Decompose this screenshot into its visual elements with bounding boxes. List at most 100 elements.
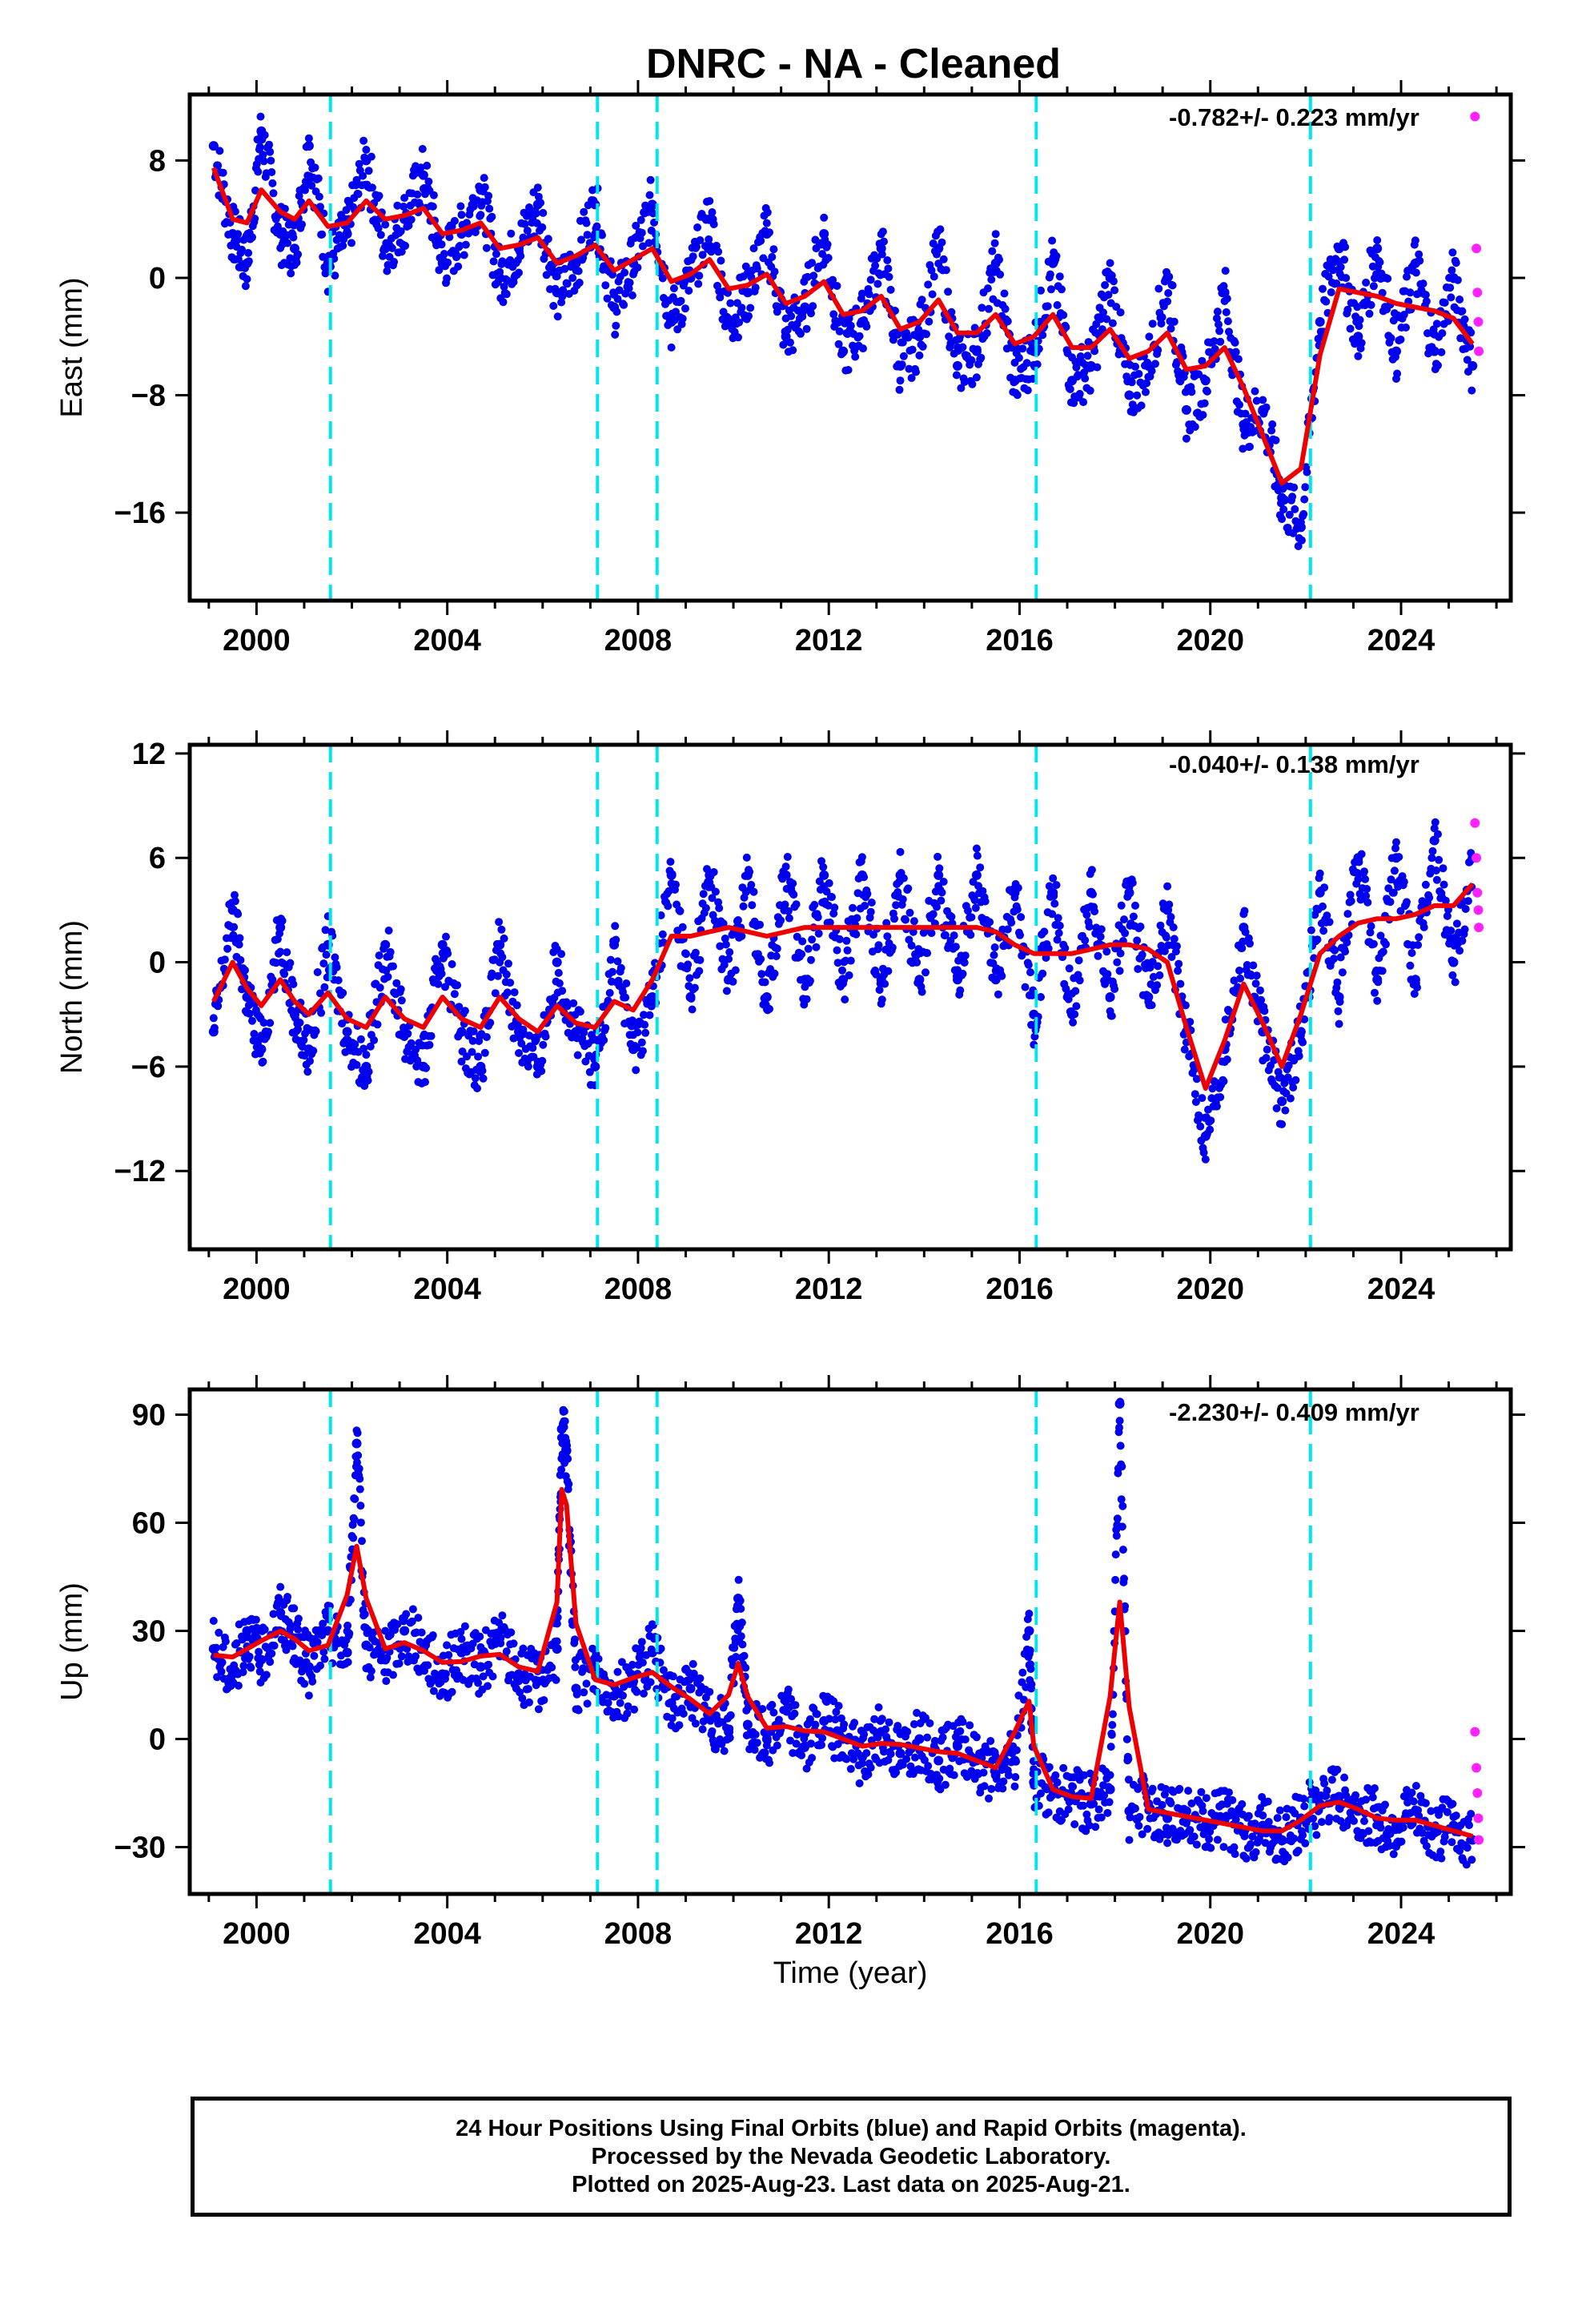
north-final-point — [609, 939, 620, 950]
up-final-point — [1258, 1820, 1268, 1831]
north-final-point — [1410, 975, 1420, 985]
up-rate-label: -2.230+/- 0.409 mm/yr — [1169, 1398, 1419, 1426]
north-final-point — [1277, 1096, 1287, 1107]
north-final-point — [914, 975, 925, 985]
up-x-tick-label: 2000 — [223, 1917, 291, 1951]
up-final-point — [781, 1705, 791, 1715]
up-final-point — [1391, 1820, 1401, 1831]
east-final-point — [647, 199, 657, 210]
up-final-point — [303, 1662, 314, 1672]
up-final-point — [761, 1734, 772, 1744]
north-final-point — [971, 870, 982, 880]
east-final-point — [724, 316, 734, 327]
east-final-point — [666, 316, 677, 327]
up-x-tick-label: 2020 — [1176, 1917, 1244, 1951]
up-x-tick-label: 2004 — [413, 1917, 481, 1951]
up-final-point — [227, 1669, 238, 1679]
east-x-tick-label: 2020 — [1176, 624, 1244, 657]
up-final-point — [208, 1644, 219, 1654]
east-final-point — [857, 316, 867, 327]
up-final-point — [380, 1655, 391, 1665]
up-final-point — [1410, 1806, 1420, 1816]
up-final-point — [800, 1741, 810, 1751]
east-final-point — [1295, 522, 1306, 533]
north-final-point — [514, 1027, 524, 1037]
east-final-point — [1200, 376, 1211, 386]
north-final-point — [1334, 992, 1344, 1002]
east-final-point — [476, 185, 486, 195]
up-final-point — [456, 1647, 467, 1658]
north-final-point — [571, 1027, 581, 1037]
east-final-point — [1391, 346, 1401, 356]
up-final-point — [561, 1445, 572, 1456]
east-final-point — [1048, 258, 1058, 268]
east-y-tick-label: 0 — [149, 262, 166, 296]
up-y-tick-label: 30 — [132, 1615, 166, 1649]
east-final-point — [609, 302, 620, 312]
east-final-point — [1334, 243, 1344, 254]
up-y-tick-label: 0 — [149, 1723, 166, 1757]
east-y-tick-label: 8 — [149, 144, 166, 178]
north-daily-scatter — [209, 818, 1476, 1164]
up-final-point — [1239, 1827, 1249, 1838]
up-final-point — [256, 1655, 267, 1665]
up-final-point — [400, 1626, 410, 1636]
up-final-point — [1277, 1835, 1287, 1845]
east-final-point — [290, 243, 299, 254]
up-x-tick-label: 2016 — [986, 1917, 1054, 1951]
up-final-point — [556, 1424, 567, 1434]
footer-line-2: Processed by the Nevada Geodetic Laborat… — [591, 2143, 1111, 2169]
up-x-tick-label: 2012 — [795, 1917, 863, 1951]
east-model-curve — [211, 167, 1475, 486]
east-rate-label: -0.782+/- 0.223 mm/yr — [1169, 103, 1419, 131]
up-final-point — [361, 1640, 371, 1651]
east-final-point — [1143, 360, 1154, 371]
east-final-point — [342, 229, 352, 239]
east-final-point — [971, 346, 982, 356]
north-final-point — [953, 975, 962, 985]
east-final-point — [227, 229, 238, 239]
north-final-point — [742, 870, 753, 880]
north-x-tick-label: 2000 — [223, 1273, 291, 1306]
east-final-point — [990, 258, 1001, 268]
north-x-tick-label: 2004 — [413, 1273, 481, 1306]
north-final-point — [1353, 853, 1363, 863]
up-final-point — [571, 1683, 581, 1694]
north-final-point — [1105, 992, 1115, 1002]
north-panel: 2000 2004 2008 2012 2016 2020 2024 12 6 0 −6 −12 No… — [55, 730, 1525, 1306]
north-final-point — [208, 1027, 219, 1037]
east-final-point — [761, 229, 772, 239]
east-rapid-point — [1470, 111, 1480, 122]
east-final-point — [742, 287, 753, 298]
up-final-point — [742, 1719, 753, 1730]
up-final-point — [437, 1669, 448, 1679]
north-final-point — [761, 992, 772, 1002]
north-final-point — [227, 905, 238, 915]
up-final-point — [647, 1647, 657, 1658]
north-rapid-point — [1473, 905, 1484, 915]
east-y-axis-label: East (mm) — [55, 277, 89, 417]
east-final-point — [876, 243, 886, 254]
up-final-point — [724, 1727, 734, 1737]
east-rapid-point — [1473, 316, 1484, 327]
up-final-point — [342, 1647, 352, 1658]
east-final-point — [800, 302, 810, 312]
north-final-point — [303, 1044, 314, 1055]
north-y-tick-label: 0 — [149, 947, 166, 980]
north-final-point — [1391, 853, 1401, 863]
up-plot-frame — [187, 1387, 1513, 1896]
east-final-point — [1010, 376, 1020, 386]
east-final-point — [895, 360, 905, 371]
east-final-point — [934, 243, 944, 254]
north-final-point — [934, 870, 944, 880]
up-rapid-point — [1474, 1835, 1484, 1845]
east-final-point — [819, 229, 829, 239]
north-final-point — [1239, 923, 1249, 933]
east-final-point — [552, 287, 562, 298]
north-y-tick-label: 12 — [132, 738, 166, 771]
up-final-point — [1162, 1813, 1173, 1823]
east-final-point — [1468, 360, 1478, 371]
north-final-point — [1143, 992, 1154, 1002]
east-daily-scatter — [209, 112, 1476, 550]
up-rapid-point — [1470, 1727, 1480, 1737]
